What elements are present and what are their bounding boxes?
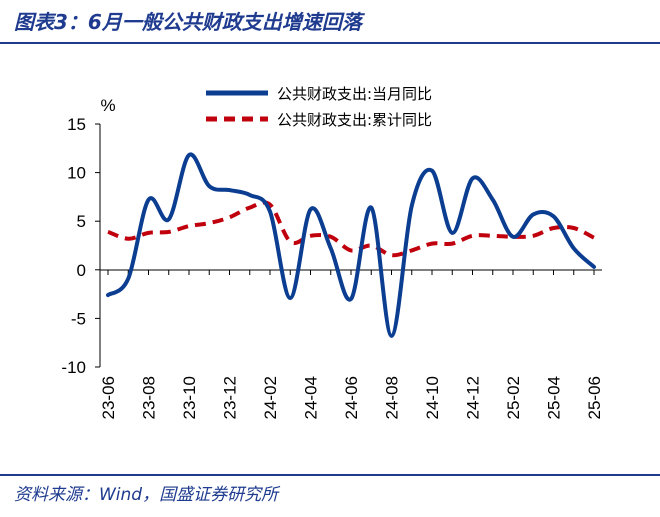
y-tick-group: 15 10 5 0 -5 -10 [61,115,100,377]
legend-label-cumulative: 公共财政支出:累计同比 [277,111,432,129]
source-note: 资料来源：Wind，国盛证券研究所 [14,485,279,505]
y-axis-unit-label: % [100,96,115,115]
x-tick-label: 25-04 [545,376,564,419]
x-tick-group: 23-06 23-08 23-10 23-12 24-02 24-04 24-06 24-08… [99,270,604,419]
x-tick-label: 25-06 [585,376,604,419]
x-tick-label: 23-06 [99,376,118,419]
title-divider [0,42,660,44]
series-line-monthly [106,152,596,338]
y-tick-label: -10 [61,358,86,377]
x-tick-label: 24-10 [423,376,442,419]
x-tick-label: 25-02 [504,376,523,419]
series-group [106,152,596,338]
x-tick-label: 24-02 [261,376,280,419]
x-tick-label: 24-12 [464,376,483,419]
legend-label-monthly: 公共财政支出:当月同比 [277,85,432,103]
y-tick-label: -5 [71,309,86,328]
figure-title: 图表3：6月一般公共财政支出增速回落 [14,10,362,34]
x-tick-label: 24-04 [302,376,321,419]
y-tick-label: 5 [77,212,86,231]
y-tick-label: 10 [67,164,86,183]
y-tick-label: 0 [77,261,86,280]
x-tick-label: 23-08 [140,376,159,419]
series-line-cumulative [107,200,595,258]
x-tick-label: 24-06 [342,376,361,419]
x-tick-label: 24-08 [383,376,402,419]
source-divider [0,474,660,476]
y-tick-label: 15 [67,115,86,134]
legend: 公共财政支出:当月同比 公共财政支出:累计同比 [206,85,432,129]
x-tick-label: 23-12 [221,376,240,419]
x-tick-label: 23-10 [180,376,199,419]
